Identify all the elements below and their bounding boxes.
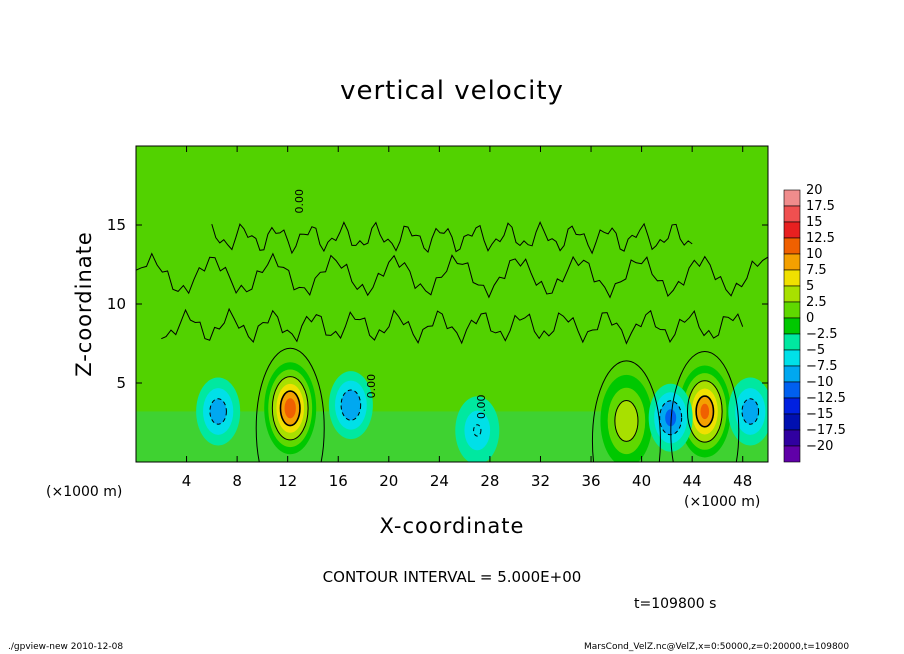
x-tick-label-7: 32 <box>531 472 550 490</box>
contour-line-up-1-10 <box>695 395 715 428</box>
colorbar-swatch-15 <box>783 429 801 447</box>
x-axis-label: X-coordinate <box>379 514 525 538</box>
footer-program-date: ./gpview-new 2010-12-08 <box>8 642 124 652</box>
colorbar-label-13: −12.5 <box>806 391 846 406</box>
colorbar-swatch-6 <box>783 285 801 303</box>
colorbar-label-7: 2.5 <box>806 295 827 310</box>
y-tick-label-2: 15 <box>107 216 126 234</box>
contour-line-down-7 <box>473 424 482 437</box>
colorbar-swatch-2 <box>783 221 801 239</box>
colorbar-swatch-1 <box>783 205 801 223</box>
colorbar-label-4: 10 <box>806 247 823 262</box>
colorbar-swatch-12 <box>783 381 801 399</box>
x-tick-label-10: 44 <box>683 472 702 490</box>
contour-line-up-1-0 <box>670 350 740 462</box>
contour-label-0: 0.00 <box>365 374 378 399</box>
updraft-cell-0-band-5 <box>284 398 296 419</box>
x-tick-label-3: 16 <box>329 472 348 490</box>
downdraft-cell-5-band-3 <box>665 409 677 427</box>
colorbar-label-8: 0 <box>806 311 814 326</box>
contour-line-up-1-5 <box>686 380 723 443</box>
contour-lines: 0.00 0.00 0.00 <box>136 189 768 462</box>
colorbar-label-14: −15 <box>806 407 833 422</box>
downdraft-cell-6-band-2 <box>742 398 759 425</box>
x-tick-label-2: 12 <box>278 472 297 490</box>
colorbar-label-9: −2.5 <box>806 327 838 342</box>
contour-line-up-0-5 <box>271 376 309 441</box>
contour-line-up-2-5 <box>614 399 639 442</box>
colorbar-label-2: 15 <box>806 215 823 230</box>
contour-line-up-0-0 <box>255 347 325 462</box>
y-axis-label: Z-coordinate <box>72 231 96 377</box>
contour-interval-note: CONTOUR INTERVAL = 5.000E+00 <box>322 568 582 586</box>
colorbar-label-6: 5 <box>806 279 814 294</box>
chart-title: vertical velocity <box>340 76 564 106</box>
colorbar-label-11: −7.5 <box>806 359 838 374</box>
downdraft-cell-4-band-2 <box>341 390 361 421</box>
time-label: t=109800 s <box>634 596 717 612</box>
downdraft-cell-7-band-1 <box>464 410 491 451</box>
x-tick-label-1: 8 <box>232 472 242 490</box>
x-unit-label-left: (×1000 m) <box>46 484 123 500</box>
colorbar-swatch-14 <box>783 413 801 431</box>
colorbar-swatch-11 <box>783 365 801 383</box>
downdraft-cell-3-band-2 <box>209 398 227 425</box>
x-tick-label-8: 36 <box>581 472 600 490</box>
contour-line-up-0-10 <box>279 390 301 427</box>
updraft-cell-1-band-5 <box>700 403 710 420</box>
updraft-cell-2-band-2 <box>614 400 638 442</box>
contour-label-2: 0.00 <box>293 189 306 214</box>
contour-line-zero-0 <box>161 307 744 345</box>
colorbar-swatch-10 <box>783 349 801 367</box>
heatmap-field <box>136 146 768 462</box>
colorbar-swatch-5 <box>783 269 801 287</box>
colorbar-swatch-0 <box>783 189 801 207</box>
colorbar-label-10: −5 <box>806 343 825 358</box>
contour-line-up-2-0 <box>591 360 661 462</box>
y-tick-label-0: 5 <box>116 374 126 392</box>
contour-label-1: 0.00 <box>475 394 488 419</box>
colorbar-label-0: 20 <box>806 183 823 198</box>
contour-line-zero-2 <box>211 221 693 255</box>
contour-line-down-6 <box>741 398 760 425</box>
x-tick-label-6: 28 <box>480 472 499 490</box>
colorbar-label-12: −10 <box>806 375 833 390</box>
colorbar-swatch-3 <box>783 237 801 255</box>
x-unit-label-right: (×1000 m) <box>684 494 761 510</box>
colorbar-swatch-13 <box>783 397 801 415</box>
colorbar-swatch-8 <box>783 317 801 335</box>
colorbar-label-16: −20 <box>806 439 833 454</box>
colorbar-swatch-4 <box>783 253 801 271</box>
x-tick-label-11: 48 <box>733 472 752 490</box>
y-tick-label-1: 10 <box>107 295 126 313</box>
colorbar-swatch-9 <box>783 333 801 351</box>
colorbar-swatch-16 <box>783 445 801 463</box>
x-tick-label-5: 24 <box>430 472 449 490</box>
contour-line-down-5 <box>659 400 683 436</box>
colorbar-label-3: 12.5 <box>806 231 835 246</box>
colorbar-swatch-7 <box>783 301 801 319</box>
contour-line-down-4 <box>340 389 362 421</box>
footer-source-file: MarsCond_VelZ.nc@VelZ,x=0:50000,z=0:2000… <box>584 642 850 652</box>
colorbar: 2017.51512.5107.552.50−2.5−5−7.5−10−12.5… <box>783 183 846 463</box>
contour-line-zero-1 <box>136 252 768 299</box>
contour-line-down-3 <box>209 398 227 425</box>
x-tick-label-4: 20 <box>379 472 398 490</box>
x-tick-label-0: 4 <box>182 472 192 490</box>
colorbar-label-5: 7.5 <box>806 263 827 278</box>
x-tick-label-9: 40 <box>632 472 651 490</box>
colorbar-label-1: 17.5 <box>806 199 835 214</box>
colorbar-label-15: −17.5 <box>806 423 846 438</box>
